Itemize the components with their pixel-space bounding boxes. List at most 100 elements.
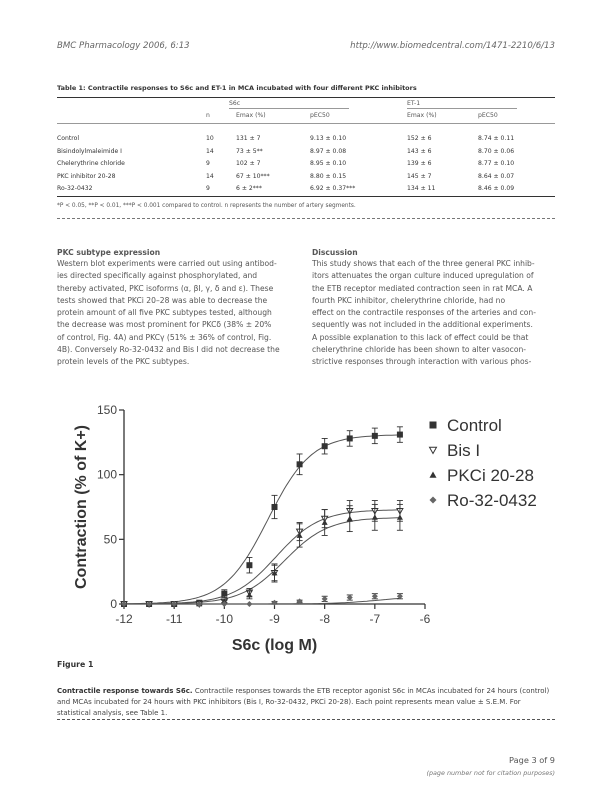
text-line: effect on the contractile responses of t… — [312, 308, 536, 318]
page-number-note: (page number not for citation purposes) — [426, 769, 555, 777]
text-line: protein levels of the PKC subtypes. — [57, 357, 190, 367]
journal-citation: BMC Pharmacology 2006, 6:13 — [57, 41, 190, 51]
table-cell-name: Bisindolylmaleimide I — [57, 147, 122, 155]
table-cell-pec2: 8.77 ± 0.10 — [478, 160, 515, 167]
text-line: Western blot experiments were carried ou… — [57, 259, 277, 268]
text-line: protein amount of all five PKC subtypes … — [57, 308, 272, 318]
x-tick-label: -9 — [269, 612, 280, 626]
text-line: the decrease was most prominent for PKCδ… — [57, 320, 272, 330]
table-cell-emax2: 134 ± 11 — [407, 185, 436, 192]
data-point — [221, 590, 228, 597]
legend-marker — [428, 446, 438, 455]
x-tick-label: -8 — [319, 612, 330, 626]
article-url[interactable]: http://www.biomedcentral.com/1471-2210/6… — [350, 41, 555, 51]
table-footnote: *P < 0.05, **P < 0.01, ***P < 0.001 comp… — [57, 203, 356, 209]
figure-label: Figure 1 — [57, 660, 94, 669]
table-title: Table 1: Contractile responses to S6c an… — [57, 84, 417, 92]
text-line: ies directed specifically against phosph… — [57, 271, 258, 281]
table-cell-pec2: 8.46 ± 0.09 — [478, 185, 515, 192]
figure-caption-text: Contractile responses towards the ETB re… — [57, 687, 550, 717]
table-cell-pec1: 8.80 ± 0.15 — [310, 172, 347, 180]
table-cell-pec1: 8.97 ± 0.08 — [310, 147, 347, 155]
chart-fit-curves — [123, 434, 400, 605]
text-line: tests showed that PKCi 20–28 was able to… — [57, 295, 268, 305]
table-group-et1: ET-1 — [407, 100, 421, 107]
table-cell-name: Control — [57, 135, 80, 142]
table-cell-emax2: 139 ± 6 — [407, 160, 432, 167]
x-tick-label: -10 — [216, 612, 234, 626]
table-cell-emax1: 6 ± 2*** — [236, 185, 262, 192]
table-col-emax-s6c: Emax (%) — [236, 112, 266, 119]
legend-label: Control — [447, 416, 502, 435]
table-cell-emax1: 67 ± 10*** — [236, 172, 270, 180]
table-group-s6c: S6c — [229, 100, 241, 107]
data-point — [396, 431, 403, 438]
data-point — [371, 514, 378, 520]
text-line: the ETB receptor mediated contraction se… — [312, 283, 533, 293]
figure-caption: Contractile response towards S6c. Contra… — [57, 686, 555, 719]
text-line: 4B). Conversely Ro-32-0432 and Bis I did… — [57, 345, 280, 355]
chart-axes: -12 -11 -10 -9 -8 -7 -6 0 50 100 150 S6c (log M) Con… — [73, 403, 431, 654]
table-cell-emax1: 73 ± 5** — [236, 147, 263, 155]
data-point — [271, 599, 278, 606]
data-point — [396, 514, 403, 520]
legend-label: PKCi 20-28 — [447, 466, 534, 485]
table-cell-n: 10 — [206, 135, 214, 142]
text-line: of control, Fig. 4A) and PKCγ (51% ± 36%… — [57, 332, 272, 342]
table-cell-emax1: 102 ± 7 — [236, 160, 261, 167]
text-line: This study shows that each of the three … — [312, 259, 535, 268]
data-point — [296, 532, 303, 538]
data-point — [246, 601, 253, 607]
table-cell-n: 14 — [206, 172, 214, 180]
data-point — [196, 601, 203, 607]
table-cell-emax2: 145 ± 7 — [407, 172, 432, 180]
paragraph-pkc-subtype: Western blot experiments were carried ou… — [57, 258, 301, 369]
data-point — [271, 569, 278, 576]
table-cell-emax2: 143 ± 6 — [407, 147, 432, 155]
data-point — [296, 598, 303, 605]
table-cell-pec2: 8.74 ± 0.11 — [478, 135, 515, 142]
data-point — [371, 593, 378, 600]
table-cell-n: 14 — [206, 147, 214, 155]
x-tick-label: -11 — [166, 612, 183, 626]
data-point — [271, 504, 278, 510]
page-number: Page 3 of 9 — [509, 755, 555, 765]
x-axis-label: S6c (log M) — [232, 637, 317, 654]
fit-curve — [124, 509, 400, 605]
table-cell-n: 9 — [206, 160, 210, 167]
legend-marker — [429, 471, 437, 478]
data-point — [221, 601, 228, 607]
text-line: itors attenuates the organ culture induc… — [312, 271, 534, 281]
table-footnote-rule — [57, 218, 555, 219]
table-col-n: n — [206, 112, 210, 119]
text-line: strictive responses through interaction … — [312, 357, 532, 367]
chart-data-points — [120, 426, 404, 609]
data-point — [346, 435, 353, 442]
data-point — [321, 519, 328, 525]
y-tick-label: 50 — [104, 532, 118, 546]
x-tick-label: -7 — [369, 612, 380, 626]
table-col-pec50-s6c: pEC50 — [310, 112, 330, 119]
paragraph-discussion: This study shows that each of the three … — [312, 258, 556, 369]
section-heading-pkc-subtype: PKC subtype expression — [57, 248, 161, 257]
data-point — [321, 595, 328, 602]
data-point — [371, 432, 378, 439]
table-header-rule — [57, 123, 555, 124]
figure-caption-title: Contractile response towards S6c. — [57, 687, 193, 695]
legend-label: Ro-32-0432 — [447, 491, 537, 510]
table-cell-pec1: 8.95 ± 0.10 — [310, 160, 347, 167]
table-top-rule — [57, 97, 555, 98]
table-cell-pec1: 9.13 ± 0.10 — [310, 135, 347, 142]
table-cell-pec2: 8.64 ± 0.07 — [478, 172, 515, 180]
table-cell-emax2: 152 ± 6 — [407, 135, 432, 142]
y-tick-label: 150 — [97, 403, 117, 417]
data-point — [121, 601, 127, 607]
y-axis-label: Contraction (% of K+) — [73, 425, 90, 589]
y-tick-label: 0 — [110, 597, 117, 611]
table-cell-pec1: 6.92 ± 0.37*** — [310, 185, 356, 192]
data-point — [346, 515, 353, 522]
table-group-et1-rule — [407, 108, 517, 109]
legend-marker — [429, 421, 437, 429]
data-point — [346, 594, 353, 601]
data-point — [246, 562, 253, 569]
